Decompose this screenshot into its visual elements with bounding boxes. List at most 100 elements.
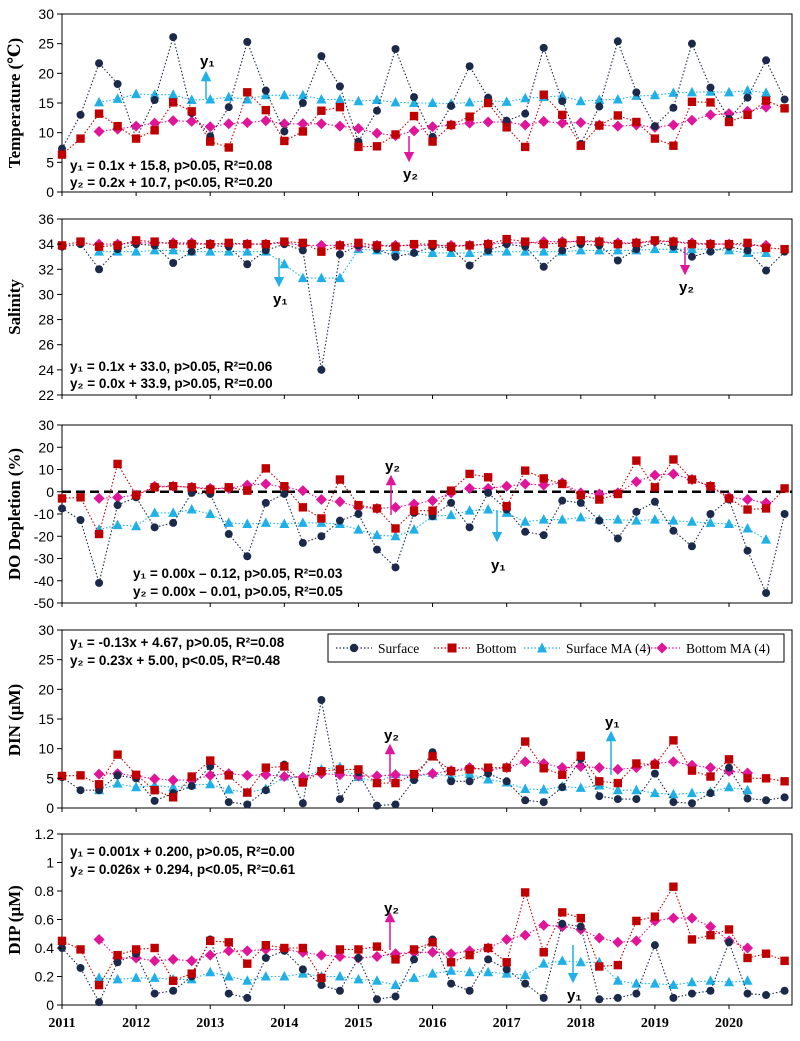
data-point [743, 505, 752, 514]
data-point [502, 763, 511, 772]
data-point [298, 778, 308, 787]
data-point [243, 37, 252, 46]
data-point [390, 96, 401, 107]
data-point [687, 935, 697, 944]
data-point [520, 888, 530, 897]
data-point [428, 752, 437, 761]
data-point [112, 778, 123, 788]
data-point [280, 943, 289, 953]
data-point [669, 882, 678, 891]
data-point [76, 237, 85, 246]
data-point [261, 498, 270, 507]
data-point [669, 455, 678, 464]
data-point [391, 252, 400, 261]
panel-din: DIN (μM) y₁ = -0.13x + 4.67, p>0.05, R²=… [5, 622, 793, 816]
data-point [150, 796, 159, 805]
data-point [445, 948, 457, 960]
arrow-label-y2: y₂ [679, 279, 694, 296]
y-tick-label: 30 [38, 6, 54, 22]
x-tick-label: 2020 [715, 1016, 743, 1031]
data-point [668, 788, 679, 799]
panel-temperature: Temperature (℃) y₁ = 0.1x + 15.8, p>0.05… [5, 6, 793, 200]
data-point [650, 769, 659, 778]
data-point [391, 242, 400, 251]
data-point [278, 771, 290, 783]
data-point [297, 517, 308, 527]
data-point [169, 259, 178, 267]
series-layer [57, 696, 789, 810]
data-point [613, 795, 622, 804]
data-point [613, 111, 623, 120]
equation-y1: y₁ = 0.001x + 0.200, p>0.05, R²=0.00 [70, 844, 295, 859]
data-point [76, 963, 85, 972]
data-point [539, 798, 548, 807]
data-point [446, 958, 456, 967]
data-point [556, 117, 568, 129]
data-point [391, 563, 400, 572]
data-point [280, 762, 289, 771]
data-point [354, 510, 363, 518]
data-point [687, 542, 696, 551]
data-point [446, 242, 456, 251]
data-point [483, 943, 493, 953]
data-point [113, 241, 122, 250]
data-point [593, 762, 605, 774]
data-point [409, 506, 419, 515]
data-point [742, 784, 753, 795]
data-point [205, 246, 216, 256]
data-point [558, 110, 567, 120]
data-point [539, 90, 548, 99]
data-point [260, 517, 271, 527]
data-point [484, 955, 493, 964]
x-tick-label: 2019 [641, 1016, 669, 1031]
data-point [57, 150, 67, 159]
data-point [205, 778, 216, 789]
data-point [224, 989, 233, 998]
data-point [724, 494, 734, 503]
data-point [168, 507, 179, 517]
data-point [298, 538, 307, 547]
data-point [335, 250, 344, 259]
data-point [131, 972, 142, 982]
data-point [205, 966, 216, 977]
data-point [612, 763, 624, 775]
arrow-label-y1: y₁ [567, 987, 582, 1004]
panel-dip: DIP (μM) y₁ = 0.001x + 0.200, p>0.05, R²… [5, 826, 793, 1013]
data-point [149, 507, 160, 517]
data-point [576, 922, 585, 931]
data-point [150, 483, 159, 492]
data-point [112, 491, 124, 503]
data-point [131, 246, 142, 256]
y-tick-label: 5 [46, 770, 54, 786]
data-point [447, 498, 456, 507]
data-point [410, 93, 419, 102]
data-point [243, 486, 252, 495]
x-axis: 2011 2012 2013 2014 2015 2016 2017 2018 2019 2020 [48, 192, 743, 1031]
data-point [539, 474, 548, 483]
series-surface [58, 33, 789, 153]
data-point [409, 972, 420, 982]
data-point [297, 118, 309, 130]
data-point [538, 784, 549, 794]
data-point [204, 121, 216, 133]
data-point [390, 501, 402, 513]
data-point [223, 971, 234, 981]
data-point [241, 769, 253, 781]
data-point [315, 494, 327, 506]
data-point [150, 989, 159, 998]
data-point [186, 504, 197, 514]
data-point [95, 998, 104, 1007]
data-point [131, 490, 141, 500]
equation-y1: y₁ = 0.00x – 0.12, p>0.05, R²=0.03 [133, 566, 343, 581]
data-point [131, 770, 141, 779]
data-point [706, 239, 715, 249]
data-point [354, 953, 363, 962]
data-point [279, 89, 290, 100]
x-tick-label: 2016 [419, 1016, 447, 1031]
data-point [427, 968, 438, 978]
data-point [372, 504, 382, 513]
data-point [743, 794, 752, 803]
equation-y1: y₁ = 0.1x + 33.0, p>0.05, R²=0.06 [70, 359, 273, 374]
data-point [465, 62, 474, 71]
